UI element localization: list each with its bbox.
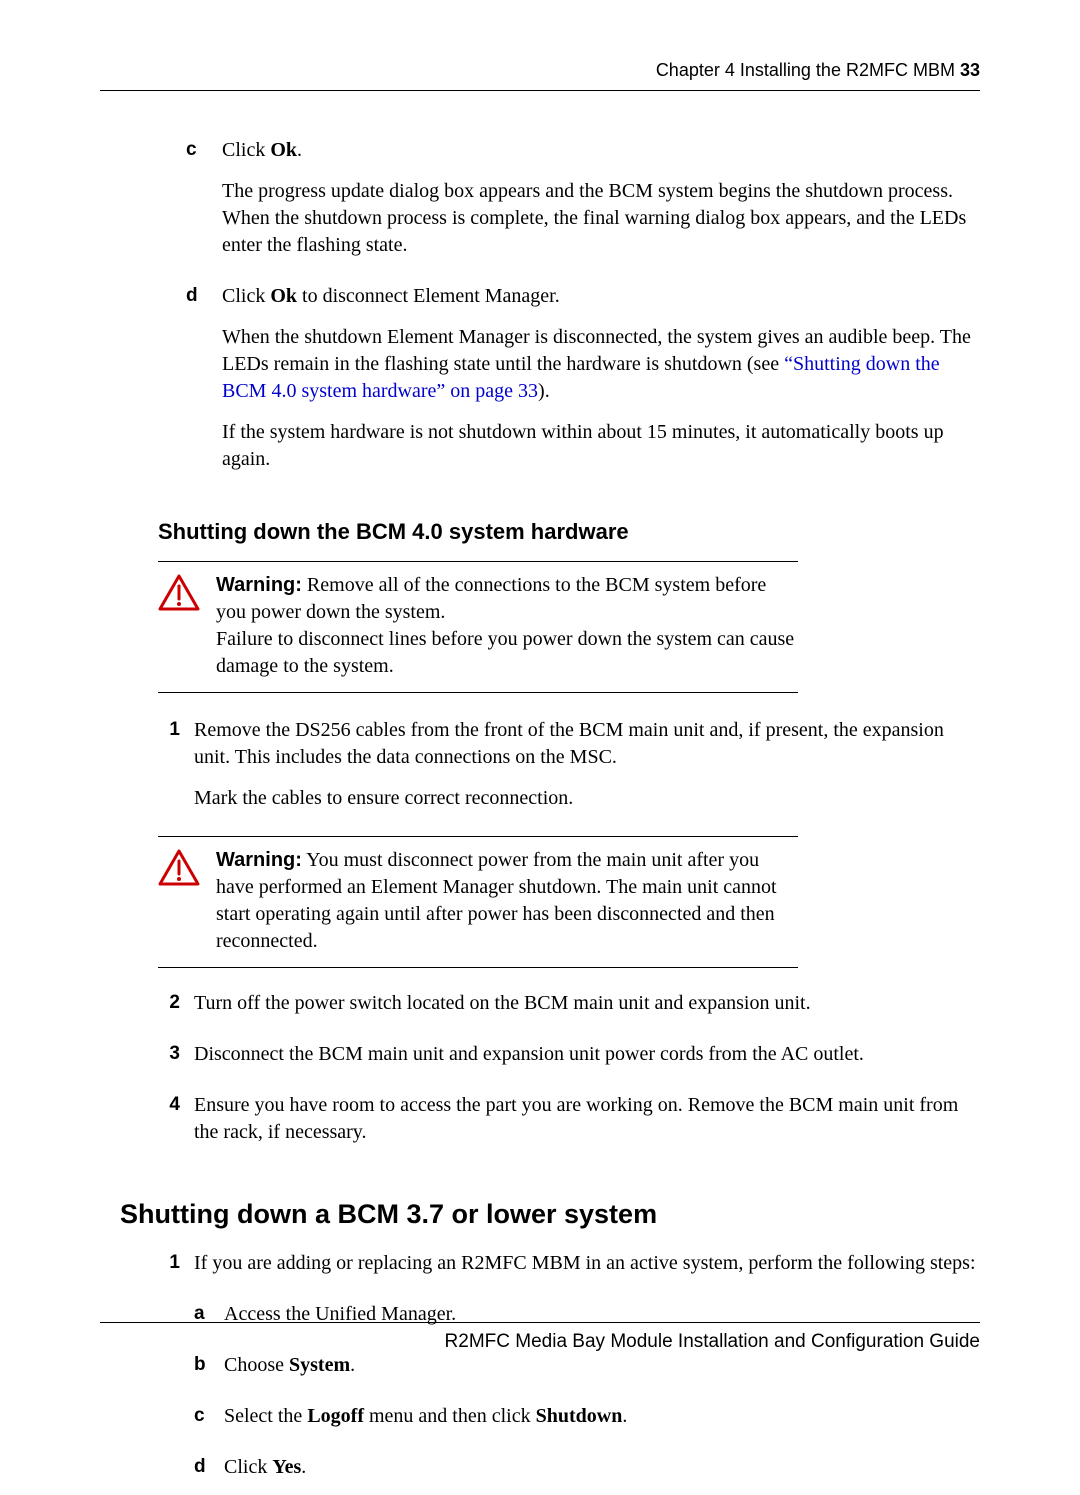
warning-box-1: Warning: Remove all of the connections t…	[158, 561, 798, 693]
list-body: If you are adding or replacing an R2MFC …	[194, 1250, 980, 1291]
page-footer: R2MFC Media Bay Module Installation and …	[100, 1322, 980, 1355]
substep-d: d Click Yes.	[194, 1454, 980, 1495]
numbered-list-c: 1 If you are adding or replacing an R2MF…	[158, 1250, 980, 1291]
step-para: When the shutdown Element Manager is dis…	[222, 324, 980, 405]
list-body: Click Ok to disconnect Element Manager. …	[222, 283, 980, 487]
footer-text: R2MFC Media Bay Module Installation and …	[100, 1329, 980, 1355]
list-item-c: c Click Ok. The progress update dialog b…	[186, 137, 980, 273]
step-text: Remove the DS256 cables from the front o…	[194, 717, 980, 771]
step-text: Turn off the power switch located on the…	[194, 990, 980, 1017]
list-marker: c	[194, 1403, 224, 1444]
list-marker: d	[194, 1454, 224, 1495]
lettered-list-top: c Click Ok. The progress update dialog b…	[186, 137, 980, 487]
warning-rule-bottom	[158, 692, 798, 693]
warning-text: Warning: Remove all of the connections t…	[216, 572, 798, 680]
step-3: 3 Disconnect the BCM main unit and expan…	[158, 1041, 980, 1082]
numbered-list-a: 1 Remove the DS256 cables from the front…	[158, 717, 980, 826]
substep-text: Select the Logoff menu and then click Sh…	[224, 1403, 980, 1430]
step-para: If the system hardware is not shutdown w…	[222, 419, 980, 473]
substep-c: c Select the Logoff menu and then click …	[194, 1403, 980, 1444]
header-page-number: 33	[960, 60, 980, 80]
warning-icon	[158, 572, 202, 620]
section-heading-37: Shutting down a BCM 3.7 or lower system	[120, 1196, 980, 1232]
numbered-list-b: 2 Turn off the power switch located on t…	[158, 990, 980, 1160]
step-extra: Mark the cables to ensure correct reconn…	[194, 785, 980, 812]
list-marker: 4	[158, 1092, 194, 1160]
content-area: c Click Ok. The progress update dialog b…	[100, 95, 980, 1495]
step-text: Click Ok to disconnect Element Manager.	[222, 283, 980, 310]
list-marker: 1	[158, 1250, 194, 1291]
list-marker: 1	[158, 717, 194, 826]
step-1: 1 Remove the DS256 cables from the front…	[158, 717, 980, 826]
step-4: 4 Ensure you have room to access the par…	[158, 1092, 980, 1160]
page-container: Chapter 4 Installing the R2MFC MBM 33 c …	[0, 0, 1080, 1495]
header-title: Installing the R2MFC MBM	[740, 60, 955, 80]
warning-icon	[158, 847, 202, 895]
step-para: The progress update dialog box appears a…	[222, 178, 980, 259]
header-chapter: Chapter 4	[656, 60, 735, 80]
list-body: Click Ok. The progress update dialog box…	[222, 137, 980, 273]
step-text: Ensure you have room to access the part …	[194, 1092, 980, 1146]
page-header: Chapter 4 Installing the R2MFC MBM 33	[100, 58, 980, 90]
list-marker: 3	[158, 1041, 194, 1082]
substep-text: Choose System.	[224, 1352, 980, 1379]
warning-box-2: Warning: You must disconnect power from …	[158, 836, 798, 968]
list-item-d: d Click Ok to disconnect Element Manager…	[186, 283, 980, 487]
footer-rule	[100, 1322, 980, 1323]
substep-b: b Choose System.	[194, 1352, 980, 1393]
step-1-c: 1 If you are adding or replacing an R2MF…	[158, 1250, 980, 1291]
warning-rule-bottom	[158, 967, 798, 968]
step-text: Click Ok.	[222, 137, 980, 164]
list-marker: c	[186, 137, 222, 273]
list-marker: 2	[158, 990, 194, 1031]
list-body: Remove the DS256 cables from the front o…	[194, 717, 980, 826]
section-heading-hardware: Shutting down the BCM 4.0 system hardwar…	[158, 517, 980, 547]
step-2: 2 Turn off the power switch located on t…	[158, 990, 980, 1031]
step-text: Disconnect the BCM main unit and expansi…	[194, 1041, 980, 1068]
warning-text: Warning: You must disconnect power from …	[216, 847, 798, 955]
list-marker: b	[194, 1352, 224, 1393]
header-rule	[100, 90, 980, 91]
list-marker: d	[186, 283, 222, 487]
step-text: If you are adding or replacing an R2MFC …	[194, 1250, 980, 1277]
substep-text: Click Yes.	[224, 1454, 980, 1481]
